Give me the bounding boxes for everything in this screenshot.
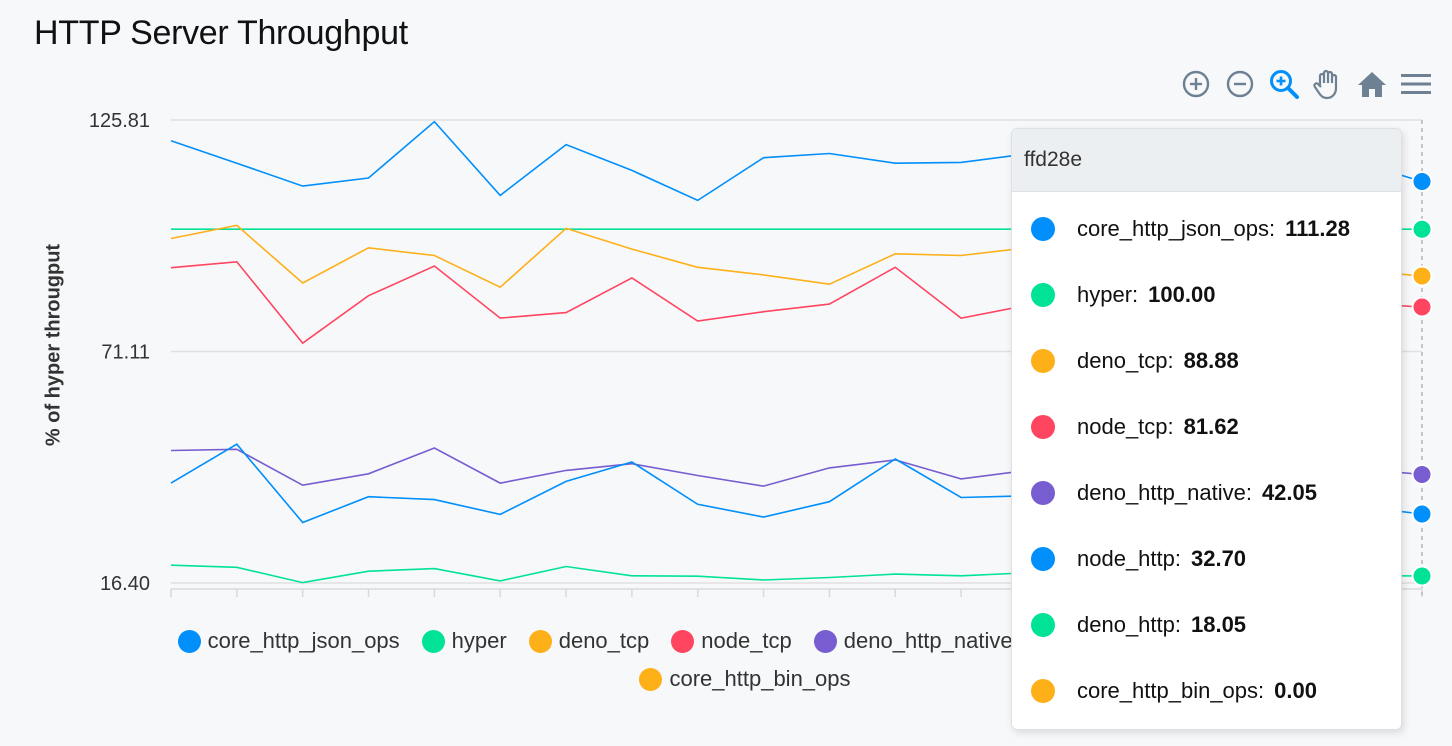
tooltip-marker: [1031, 481, 1055, 505]
y-tick-label: 16.40: [100, 573, 150, 595]
tooltip-marker: [1031, 415, 1055, 439]
tooltip-marker: [1031, 547, 1055, 571]
legend-marker: [421, 629, 445, 653]
tooltip-series-name: deno_http:: [1077, 612, 1181, 637]
legend-marker: [639, 667, 663, 691]
tooltip-marker: [1031, 217, 1055, 241]
tooltip-row: hyper: 100.00: [1012, 262, 1401, 328]
tooltip-series-value: 42.05: [1261, 480, 1317, 505]
legend-item-core_http_json_ops[interactable]: core_http_json_ops: [177, 626, 400, 656]
marker-hyper: [1411, 218, 1433, 240]
legend-label: core_http_bin_ops: [669, 666, 851, 691]
pan-icon[interactable]: [1306, 66, 1350, 102]
reset-home-icon[interactable]: [1350, 66, 1394, 102]
tooltip-marker: [1031, 283, 1055, 307]
chart-title: HTTP Server Throughput: [34, 14, 408, 52]
tooltip-row: core_http_bin_ops: 0.00: [1012, 658, 1401, 724]
tooltip-row: deno_http: 18.05: [1012, 592, 1401, 658]
tooltip-row: node_tcp: 81.62: [1012, 394, 1401, 460]
menu-icon[interactable]: [1394, 66, 1438, 102]
marker-node_tcp: [1411, 296, 1433, 318]
marker-deno_http_native: [1411, 463, 1433, 485]
tooltip-series-value: 18.05: [1190, 612, 1247, 637]
chart-tooltip: ffd28e core_http_json_ops: 111.28 hyper: 10…: [1011, 128, 1402, 730]
legend-item-deno_http_native[interactable]: deno_http_native: [813, 626, 1013, 656]
tooltip-series-name: deno_http_native:: [1077, 480, 1252, 505]
tooltip-rows: core_http_json_ops: 111.28 hyper: 100.00 den…: [1012, 192, 1401, 724]
tooltip-marker: [1031, 613, 1055, 637]
legend-item-deno_tcp[interactable]: deno_tcp: [528, 626, 650, 656]
legend-marker: [528, 629, 552, 653]
legend-label: core_http_json_ops: [207, 628, 400, 653]
legend-label: deno_tcp: [558, 628, 650, 653]
zoom-in-icon[interactable]: [1174, 66, 1218, 102]
tooltip-series-value: 0.00: [1274, 678, 1317, 703]
marker-deno_http: [1411, 565, 1433, 587]
tooltip-series-value: 111.28: [1285, 216, 1351, 241]
y-axis-label: % of hyper througput: [42, 243, 65, 447]
tooltip-row: deno_tcp: 88.88: [1012, 328, 1401, 394]
tooltip-row: node_http: 32.70: [1012, 526, 1401, 592]
legend-marker: [671, 629, 695, 653]
tooltip-series-name: deno_tcp:: [1077, 348, 1174, 373]
marker-core_http_json_ops: [1411, 170, 1433, 192]
tooltip-title: ffd28e: [1012, 129, 1401, 192]
tooltip-series-name: core_http_json_ops:: [1077, 216, 1276, 241]
marker-core_http_bin_ops: [1411, 265, 1433, 287]
legend-marker: [813, 629, 837, 653]
tooltip-marker: [1031, 679, 1055, 703]
zoom-out-icon[interactable]: [1218, 66, 1262, 102]
legend-item-hyper[interactable]: hyper: [421, 626, 507, 656]
legend-item-node_tcp[interactable]: node_tcp: [671, 626, 792, 656]
legend-label: deno_http_native: [843, 628, 1013, 653]
legend-marker: [177, 629, 201, 653]
legend-label: node_tcp: [701, 628, 792, 653]
tooltip-series-value: 100.00: [1148, 282, 1216, 307]
selection-zoom-icon[interactable]: [1262, 66, 1306, 102]
tooltip-series-name: hyper:: [1077, 282, 1139, 307]
legend-label: hyper: [451, 628, 507, 653]
tooltip-series-value: 88.88: [1183, 348, 1239, 373]
tooltip-marker: [1031, 349, 1055, 373]
tooltip-series-value: 81.62: [1183, 414, 1239, 439]
tooltip-series-name: node_http:: [1077, 546, 1181, 571]
marker-node_http: [1411, 503, 1433, 525]
tooltip-series-name: node_tcp:: [1077, 414, 1174, 439]
tooltip-row: core_http_json_ops: 111.28: [1012, 196, 1401, 262]
tooltip-row: deno_http_native: 42.05: [1012, 460, 1401, 526]
tooltip-series-value: 32.70: [1190, 546, 1247, 571]
y-tick-label: 71.11: [101, 342, 150, 364]
tooltip-series-name: core_http_bin_ops:: [1077, 678, 1265, 703]
chart-toolbar: [1174, 66, 1438, 102]
y-tick-label: 125.81: [89, 110, 150, 132]
legend-item-core_http_bin_ops[interactable]: core_http_bin_ops: [639, 664, 851, 694]
